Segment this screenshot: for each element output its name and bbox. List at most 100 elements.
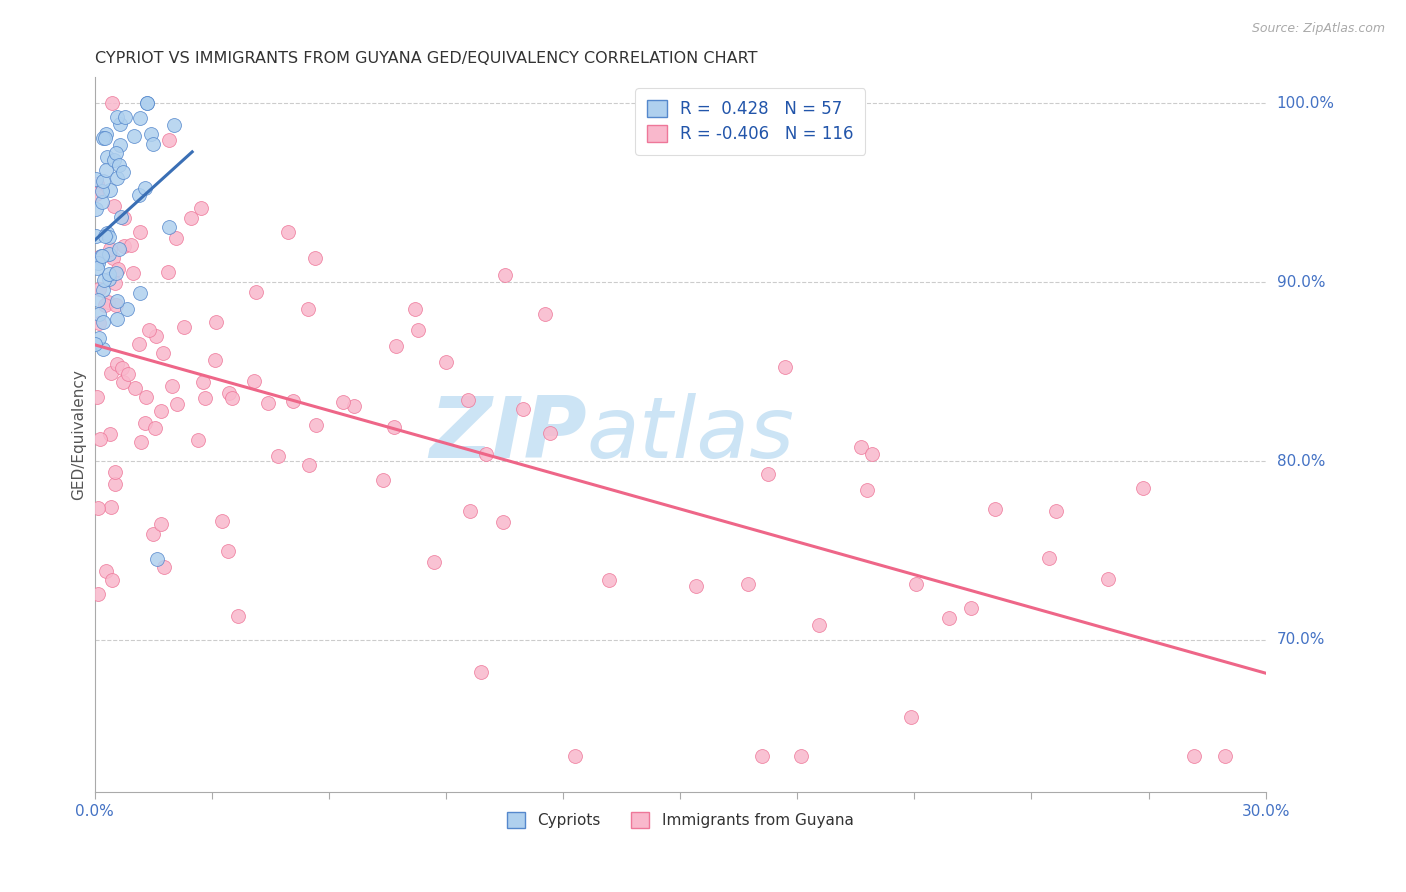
Point — [180, 211, 202, 226]
Point — [87, 587, 110, 601]
Point — [142, 136, 165, 151]
Point — [98, 427, 121, 442]
Point — [91, 284, 114, 298]
Point — [122, 266, 145, 280]
Point — [117, 368, 139, 382]
Point — [107, 261, 129, 276]
Point — [134, 416, 156, 430]
Text: Source: ZipAtlas.com: Source: ZipAtlas.com — [1251, 22, 1385, 36]
Point — [534, 307, 557, 321]
Point — [94, 127, 117, 141]
Point — [87, 501, 110, 516]
Point — [243, 374, 266, 388]
Point — [128, 111, 150, 125]
Point — [145, 552, 167, 566]
Point — [108, 118, 131, 132]
Point — [84, 186, 107, 201]
Point — [138, 323, 160, 337]
Point — [423, 555, 446, 569]
Point — [134, 180, 156, 194]
Legend: Cypriots, Immigrants from Guyana: Cypriots, Immigrants from Guyana — [501, 806, 859, 834]
Point — [108, 158, 131, 172]
Point — [84, 202, 107, 216]
Point — [84, 229, 107, 244]
Point — [938, 611, 960, 625]
Point — [111, 361, 134, 376]
Text: 100.0%: 100.0% — [1277, 96, 1334, 111]
Point — [205, 315, 228, 329]
Point — [143, 421, 166, 435]
Point — [152, 560, 174, 574]
Point — [218, 385, 240, 400]
Point — [1045, 504, 1067, 518]
Point — [173, 319, 195, 334]
Point — [256, 396, 278, 410]
Point — [98, 242, 121, 256]
Point — [89, 316, 111, 330]
Point — [84, 171, 107, 186]
Point — [856, 483, 879, 498]
Point — [96, 149, 118, 163]
Point — [105, 298, 128, 312]
Point — [538, 425, 561, 440]
Point — [157, 220, 180, 235]
Point — [751, 749, 773, 764]
Point — [128, 337, 150, 351]
Point — [217, 544, 239, 558]
Point — [1097, 572, 1119, 586]
Point — [277, 225, 299, 239]
Point — [111, 164, 134, 178]
Point — [101, 251, 124, 265]
Point — [142, 526, 165, 541]
Point — [112, 239, 135, 253]
Point — [108, 138, 131, 153]
Point — [94, 130, 117, 145]
Point — [93, 272, 115, 286]
Point — [1213, 749, 1236, 764]
Point — [89, 282, 111, 296]
Point — [86, 390, 108, 404]
Point — [457, 392, 479, 407]
Point — [103, 477, 125, 491]
Point — [162, 118, 184, 132]
Point — [94, 229, 117, 244]
Point — [100, 96, 122, 111]
Point — [266, 449, 288, 463]
Point — [91, 249, 114, 263]
Point — [190, 201, 212, 215]
Point — [598, 573, 620, 587]
Point — [96, 226, 118, 240]
Point — [94, 298, 117, 312]
Text: 90.0%: 90.0% — [1277, 275, 1326, 290]
Point — [685, 579, 707, 593]
Point — [492, 515, 515, 529]
Point — [187, 434, 209, 448]
Point — [789, 749, 811, 764]
Point — [84, 336, 107, 351]
Point — [128, 285, 150, 300]
Point — [297, 302, 319, 317]
Point — [305, 418, 328, 433]
Point — [304, 251, 326, 265]
Point — [108, 242, 131, 256]
Point — [90, 195, 112, 210]
Point — [905, 577, 928, 591]
Point — [404, 302, 426, 317]
Point — [94, 565, 117, 579]
Point — [110, 211, 132, 225]
Point — [145, 329, 167, 343]
Point — [434, 355, 457, 369]
Point — [960, 601, 983, 615]
Point — [150, 404, 173, 418]
Point — [103, 199, 125, 213]
Point — [107, 312, 129, 326]
Point — [160, 379, 183, 393]
Point — [512, 401, 534, 416]
Point — [86, 177, 108, 191]
Point — [89, 331, 111, 345]
Point — [87, 307, 110, 321]
Point — [114, 110, 136, 124]
Point — [166, 397, 188, 411]
Point — [756, 467, 779, 481]
Point — [385, 339, 408, 353]
